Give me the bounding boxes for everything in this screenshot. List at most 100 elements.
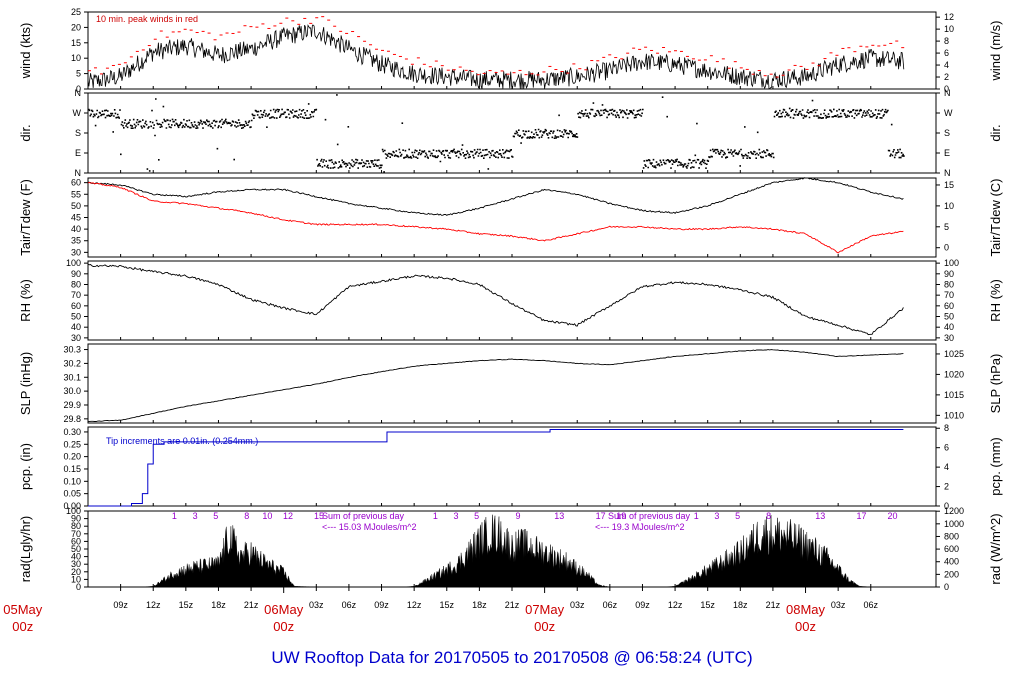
ylabel-right: RH (%) <box>988 279 1003 322</box>
ytick-label: 50 <box>71 544 81 554</box>
ytick-label-right: S <box>944 128 950 138</box>
series-wind-direction <box>88 94 905 173</box>
ytick-label: 10 <box>71 53 81 63</box>
ytick-label-right: 10 <box>944 201 954 211</box>
rad-hour-mark: 3 <box>193 511 198 521</box>
rad-hour-mark: 8 <box>244 511 249 521</box>
panel-tair: Tair/Tdew (F) Tair/Tdew (C)30354045505560… <box>18 177 1003 258</box>
ytick-label-right: 1020 <box>944 369 964 379</box>
ytick-label-right: 70 <box>944 290 954 300</box>
xtick-label: 15z <box>700 600 715 610</box>
ylabel-left: pcp. (in) <box>18 443 33 490</box>
xtick-label: 09z <box>635 600 650 610</box>
rad-hour-mark: 3 <box>454 511 459 521</box>
rad-hour-mark: 3 <box>714 511 719 521</box>
ytick-label-right: 12 <box>944 12 954 22</box>
ylabel-left: RH (%) <box>18 279 33 322</box>
ytick-label: 90 <box>71 514 81 524</box>
panel-rh: RH (%) RH (%)3040506070809010030405060708… <box>18 258 1003 343</box>
ytick-label-right: 8 <box>944 36 949 46</box>
panel-frame <box>87 260 937 341</box>
ytick-label: 15 <box>71 38 81 48</box>
ytick-label: 0 <box>76 84 81 94</box>
page-title: UW Rooftop Data for 20170505 to 20170508… <box>271 648 753 667</box>
ytick-label-right: 2 <box>944 72 949 82</box>
panel-wind: wind (kts) wind (m/s) 0 5 10 15 20 25 0 2 4 6 8 10 12 1… <box>18 7 1003 94</box>
ytick-label-right: 6 <box>944 48 949 58</box>
ytick-label: 60 <box>71 301 81 311</box>
rad-hour-mark: 10 <box>262 511 272 521</box>
ytick-label: 40 <box>71 552 81 562</box>
ytick-label: 60 <box>71 178 81 188</box>
xtick-label: 12z <box>668 600 683 610</box>
ytick-label: N <box>75 88 82 98</box>
series-tdew <box>87 181 904 254</box>
ytick-label-right: 1000 <box>944 519 964 529</box>
series-wind-speed <box>87 24 905 90</box>
ytick-label: 25 <box>71 7 81 17</box>
ytick-label: 0 <box>76 582 81 592</box>
ytick-label: 40 <box>71 322 81 332</box>
ylabel-left: wind (kts) <box>18 23 33 80</box>
panel-frame <box>87 343 937 424</box>
ytick-label: 100 <box>66 258 81 268</box>
ylabel-left: dir. <box>18 124 33 141</box>
ytick-label-right: N <box>944 168 951 178</box>
rad-daily-sum-value: <--- 15.03 MJoules/m^2 <box>322 522 417 532</box>
ylabel-right: pcp. (mm) <box>988 437 1003 496</box>
rad-hour-mark: 5 <box>213 511 218 521</box>
day-label-hour: 00z <box>534 619 555 634</box>
ytick-label-right: 90 <box>944 269 954 279</box>
ytick-label-right: W <box>944 108 953 118</box>
xtick-label: 09z <box>113 600 128 610</box>
ylabel-right: dir. <box>988 124 1003 141</box>
ytick-label-right: 2 <box>944 482 949 492</box>
ytick-label: 0.20 <box>63 452 81 462</box>
ytick-label: 45 <box>71 213 81 223</box>
xtick-label: 06z <box>864 600 879 610</box>
rad-daily-sum-value: <--- 19.3 MJoules/m^2 <box>595 522 685 532</box>
rad-hour-mark: 17 <box>596 511 606 521</box>
rad-hour-mark: 15 <box>314 511 324 521</box>
xtick-label: 21z <box>244 600 259 610</box>
ytick-label-right: 800 <box>944 531 959 541</box>
ytick-label-right: 5 <box>944 222 949 232</box>
rad-hour-mark: 19 <box>616 511 626 521</box>
ytick-label: 0.00 <box>63 501 81 511</box>
xtick-label: 06z <box>603 600 618 610</box>
ytick-label: 35 <box>71 236 81 246</box>
panel-pcp: pcp. (in) pcp. (mm) 0.00 0.05 0.10 0.15 0.20 0.… <box>18 423 1003 511</box>
pcp-annotation: Tip increments are 0.01in. (0.254mm.) <box>106 436 258 446</box>
ytick-label-right: 6 <box>944 443 949 453</box>
xtick-label: 15z <box>179 600 194 610</box>
ytick-label: 20 <box>71 567 81 577</box>
ytick-label: 55 <box>71 189 81 199</box>
rad-hour-mark: 12 <box>283 511 293 521</box>
ytick-label: 30 <box>71 559 81 569</box>
ytick-label-right: 1015 <box>944 390 964 400</box>
ytick-label: 30 <box>71 333 81 343</box>
ylabel-right: rad (W/m^2) <box>988 513 1003 584</box>
xtick-label: 12z <box>407 600 422 610</box>
ytick-label-right: 50 <box>944 312 954 322</box>
rad-hour-mark: 1 <box>172 511 177 521</box>
ytick-label: 0.30 <box>63 427 81 437</box>
ytick-label: 0.10 <box>63 476 81 486</box>
ytick-label: 30.3 <box>63 345 81 355</box>
xtick-label: 21z <box>766 600 781 610</box>
ytick-label: 60 <box>71 536 81 546</box>
ytick-label-right: 200 <box>944 569 959 579</box>
series-tair <box>87 177 904 216</box>
xtick-label: 18z <box>211 600 226 610</box>
rad-hour-mark: 13 <box>554 511 564 521</box>
xtick-label: 03z <box>831 600 846 610</box>
ytick-label: 10 <box>71 574 81 584</box>
day-label-date: 05May <box>3 602 43 617</box>
ytick-label-right: 400 <box>944 557 959 567</box>
xtick-label: 03z <box>309 600 324 610</box>
rad-hour-mark: 1 <box>433 511 438 521</box>
ytick-label-right: 0 <box>944 501 949 511</box>
xtick-label: 09z <box>374 600 389 610</box>
ytick-label: 40 <box>71 224 81 234</box>
